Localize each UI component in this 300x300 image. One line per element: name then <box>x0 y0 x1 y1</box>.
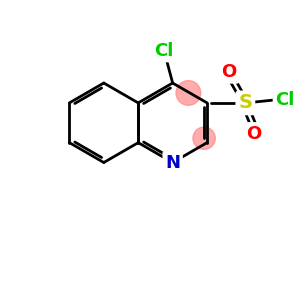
Text: O: O <box>247 125 262 143</box>
Text: S: S <box>238 93 252 112</box>
Text: Cl: Cl <box>154 42 173 60</box>
Text: O: O <box>221 63 237 81</box>
Circle shape <box>193 127 215 149</box>
Text: Cl: Cl <box>275 91 295 109</box>
Circle shape <box>176 81 201 105</box>
Text: N: N <box>165 154 180 172</box>
